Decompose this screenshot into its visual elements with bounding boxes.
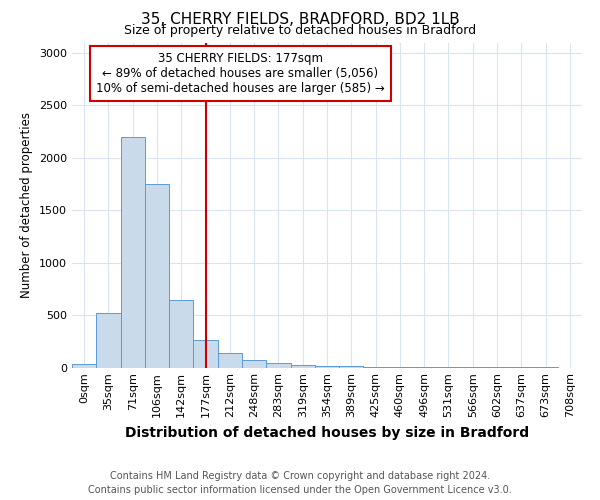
- Bar: [72, 364, 96, 368]
- Bar: [290, 365, 315, 368]
- Bar: [242, 360, 266, 368]
- Bar: [315, 366, 339, 368]
- Text: Size of property relative to detached houses in Bradford: Size of property relative to detached ho…: [124, 24, 476, 37]
- Bar: [145, 184, 169, 368]
- Bar: [169, 300, 193, 368]
- Bar: [339, 366, 364, 368]
- Text: Contains HM Land Registry data © Crown copyright and database right 2024.
Contai: Contains HM Land Registry data © Crown c…: [88, 471, 512, 495]
- X-axis label: Distribution of detached houses by size in Bradford: Distribution of detached houses by size …: [125, 426, 529, 440]
- Bar: [266, 363, 290, 368]
- Text: 35 CHERRY FIELDS: 177sqm
← 89% of detached houses are smaller (5,056)
10% of sem: 35 CHERRY FIELDS: 177sqm ← 89% of detach…: [96, 52, 385, 95]
- Bar: [121, 137, 145, 368]
- Bar: [388, 367, 412, 368]
- Bar: [96, 313, 121, 368]
- Bar: [364, 366, 388, 368]
- Y-axis label: Number of detached properties: Number of detached properties: [20, 112, 34, 298]
- Bar: [193, 340, 218, 367]
- Bar: [218, 353, 242, 368]
- Text: 35, CHERRY FIELDS, BRADFORD, BD2 1LB: 35, CHERRY FIELDS, BRADFORD, BD2 1LB: [140, 12, 460, 28]
